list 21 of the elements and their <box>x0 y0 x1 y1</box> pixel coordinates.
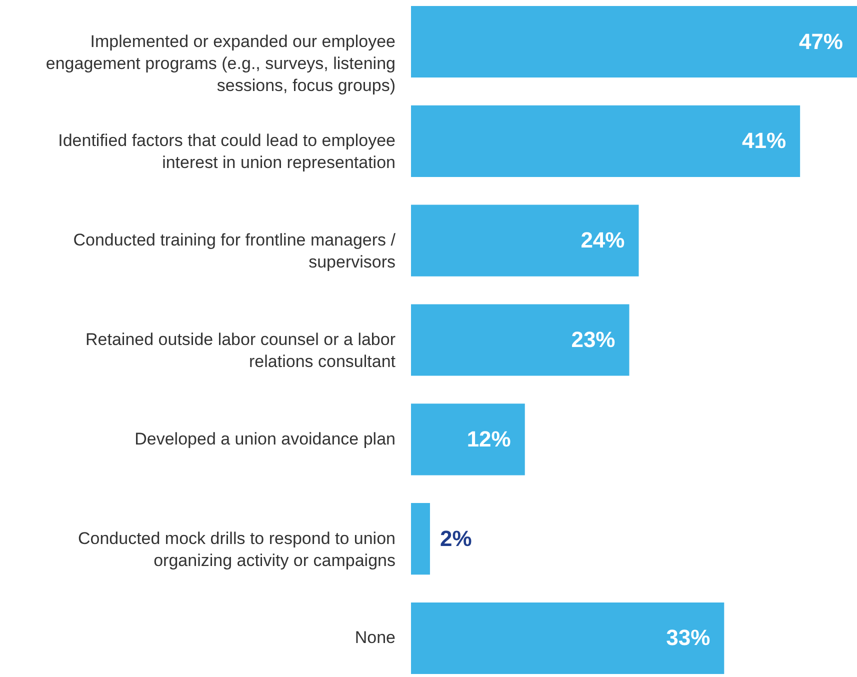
y-tick-label: Identified factors that could lead to employee interest in union representation <box>58 131 396 172</box>
y-tick-label: Conducted training for frontline managers / supervisors <box>73 230 396 272</box>
bar <box>411 304 630 376</box>
bar <box>411 204 639 276</box>
bar <box>411 404 525 476</box>
data-label: 47% <box>798 28 843 54</box>
y-tick-label: Conducted mock drills to respond to union organizing activity or campaigns <box>78 528 396 570</box>
bar <box>411 602 724 674</box>
y-tick-label: None <box>354 628 396 648</box>
data-label: 24% <box>580 228 625 253</box>
bar <box>411 6 857 78</box>
y-tick-label: Retained outside labor counsel or a labor relations consultant <box>86 330 396 371</box>
y-tick-label: Implemented or expanded our employee engagement programs (e.g., surveys, listening sessions, focus groups) <box>46 32 396 95</box>
data-label: 41% <box>742 128 786 154</box>
data-label: 2% <box>440 526 472 551</box>
data-label: 12% <box>466 426 511 452</box>
bar <box>411 105 800 177</box>
data-label: 23% <box>571 327 616 352</box>
bar <box>411 503 430 575</box>
y-tick-label: Developed a union avoidance plan <box>134 429 396 448</box>
data-label: 33% <box>666 625 710 650</box>
